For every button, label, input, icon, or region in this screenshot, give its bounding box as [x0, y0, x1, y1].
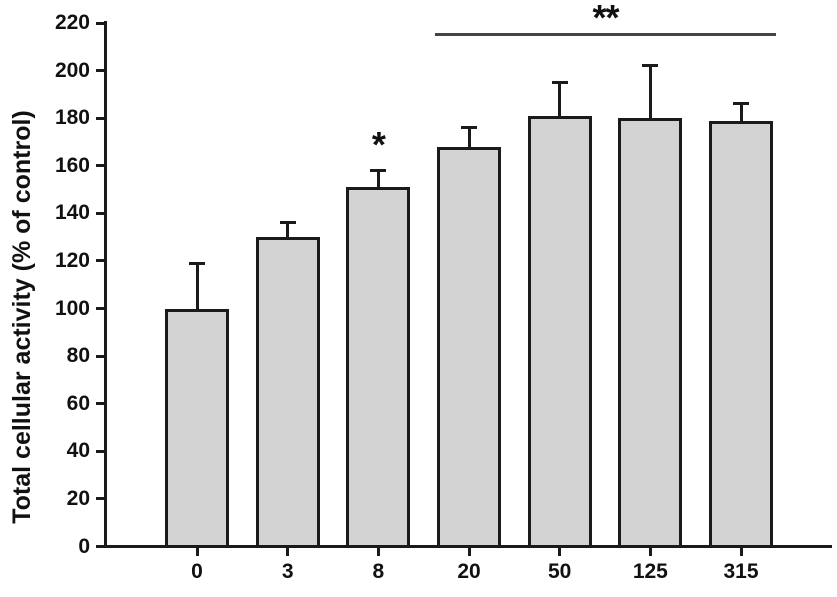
y-tick-label: 20: [66, 486, 90, 510]
y-tick-label: 40: [66, 439, 90, 463]
y-tick: [96, 164, 104, 168]
x-tick-label: 0: [191, 560, 203, 583]
significance-line: [435, 33, 776, 37]
bar: [346, 187, 411, 548]
y-tick-label: 220: [54, 11, 90, 34]
y-tick: [96, 307, 104, 311]
bar: [437, 146, 501, 548]
error-bar-stem: [558, 82, 562, 121]
error-bar-stem: [648, 65, 652, 124]
x-tick-label: 50: [547, 560, 572, 583]
y-axis-line: [104, 21, 107, 548]
x-tick: [558, 548, 562, 556]
x-tick-label: 8: [372, 560, 385, 583]
x-tick: [195, 548, 199, 556]
y-tick-label: 160: [54, 153, 90, 177]
x-tick-label: 20: [457, 560, 481, 583]
y-tick: [96, 545, 104, 548]
y-tick: [96, 116, 104, 120]
error-bar-cap: [461, 126, 477, 130]
y-tick: [96, 69, 104, 73]
y-tick: [96, 21, 104, 25]
error-bar-stem: [376, 170, 380, 193]
error-bar-cap: [551, 80, 568, 84]
y-tick-label: 140: [54, 201, 90, 225]
y-tick-label: 200: [54, 58, 90, 82]
y-tick-label: 80: [66, 344, 90, 368]
error-bar-cap: [733, 102, 750, 106]
error-bar-stem: [195, 263, 199, 314]
x-tick: [739, 548, 743, 556]
x-tick-label: 125: [632, 560, 668, 583]
y-tick: [96, 402, 104, 406]
x-tick-label: 3: [281, 560, 294, 583]
x-tick: [648, 548, 652, 556]
bar: [618, 118, 683, 548]
y-tick-label: 120: [54, 248, 90, 272]
bar: [165, 308, 229, 548]
y-tick-label: 60: [66, 391, 90, 415]
bar: [255, 237, 320, 548]
y-tick-label: 0: [78, 534, 90, 558]
error-bar-cap: [189, 261, 205, 265]
error-bar-stem: [286, 222, 290, 243]
y-tick-label: 180: [54, 106, 90, 130]
error-bar-cap: [370, 169, 387, 173]
y-tick: [96, 354, 104, 358]
error-bar-stem: [739, 103, 743, 126]
error-bar-cap: [642, 64, 659, 68]
significance-star: *: [371, 123, 386, 165]
y-tick: [96, 259, 104, 263]
y-tick-label: 100: [54, 296, 90, 320]
x-tick: [286, 548, 290, 556]
error-bar-stem: [467, 127, 471, 152]
y-tick: [96, 449, 104, 453]
error-bar-cap: [279, 221, 296, 225]
significance-label: **: [592, 0, 619, 38]
x-tick-label: 315: [723, 560, 759, 583]
y-tick: [96, 211, 104, 215]
x-tick: [376, 548, 380, 556]
x-tick: [467, 548, 471, 556]
y-tick: [96, 497, 104, 501]
bar: [527, 115, 592, 548]
bar: [709, 120, 774, 548]
